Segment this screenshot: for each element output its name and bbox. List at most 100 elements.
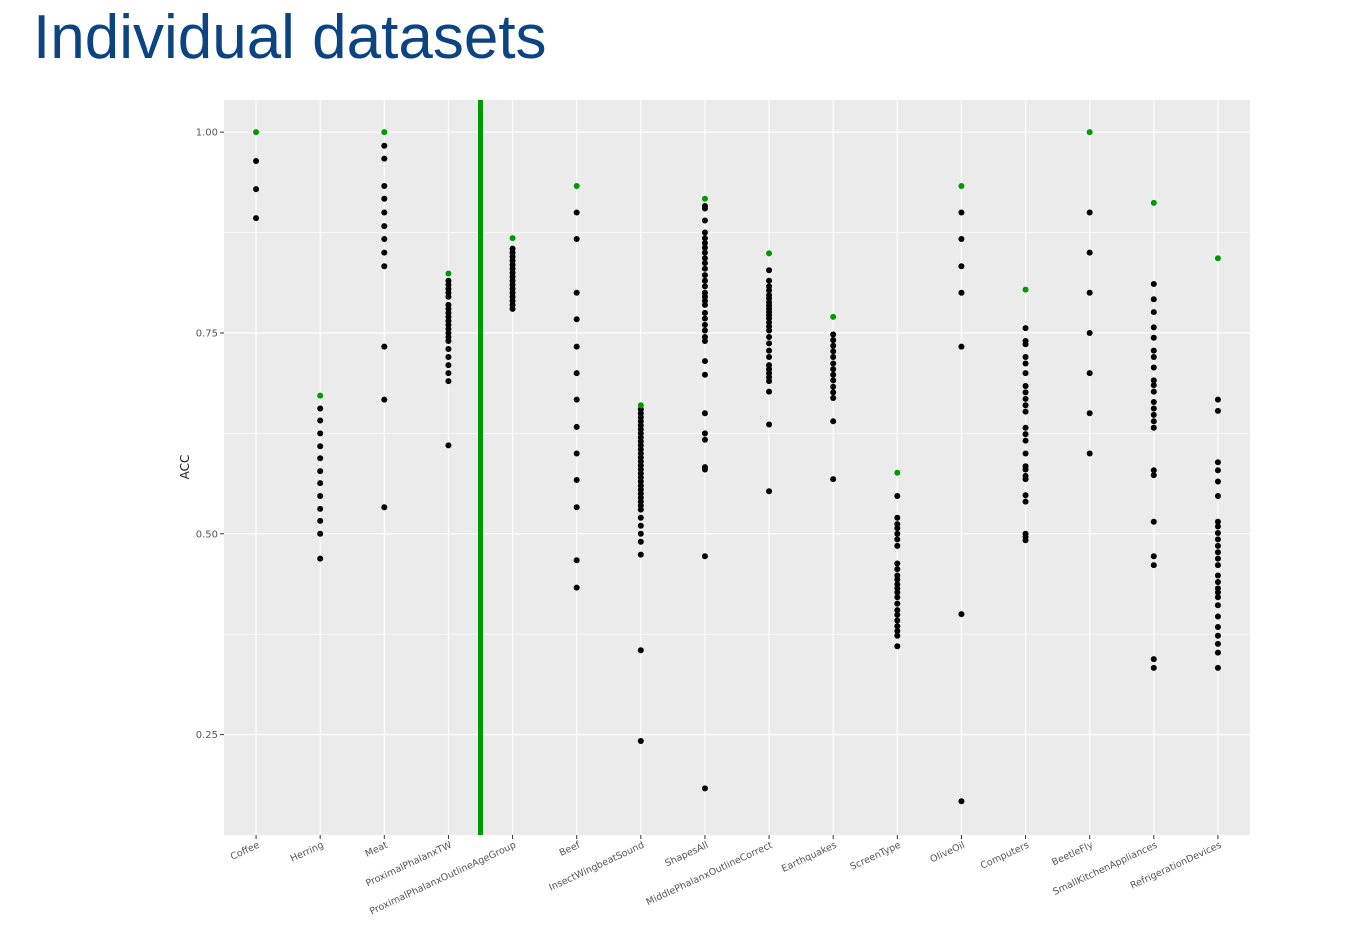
best-data-point — [381, 129, 388, 136]
data-point — [830, 337, 837, 344]
data-point — [894, 632, 901, 639]
data-point — [1214, 467, 1221, 474]
x-tick-label: Earthquakes — [780, 840, 838, 875]
data-point — [1214, 562, 1221, 569]
data-point — [1150, 280, 1157, 287]
data-point — [637, 551, 644, 558]
data-point — [958, 263, 965, 270]
best-data-point — [253, 129, 260, 136]
data-point — [1150, 656, 1157, 663]
data-point — [1150, 309, 1157, 316]
data-point — [1022, 492, 1029, 499]
data-point — [1214, 589, 1221, 596]
data-point — [381, 263, 388, 270]
data-point — [1022, 476, 1029, 483]
x-tick-label: Beef — [558, 839, 583, 858]
data-point — [701, 255, 708, 262]
data-point — [701, 217, 708, 224]
best-data-point — [701, 195, 708, 202]
data-point — [1214, 493, 1221, 500]
data-point — [701, 301, 708, 308]
data-point — [894, 566, 901, 573]
data-point — [573, 476, 580, 483]
best-data-point — [1022, 286, 1029, 293]
data-point — [1214, 640, 1221, 647]
data-point — [701, 235, 708, 242]
data-point — [894, 493, 901, 500]
data-point — [958, 798, 965, 805]
data-point — [958, 235, 965, 242]
data-point — [766, 267, 773, 274]
best-data-point — [1150, 199, 1157, 206]
data-point — [1150, 354, 1157, 361]
data-point — [701, 265, 708, 272]
data-point — [1150, 553, 1157, 560]
data-point — [1022, 341, 1029, 348]
data-point — [445, 337, 452, 344]
x-tick-label: SmallKitchenAppliances — [1051, 840, 1159, 898]
data-point — [701, 553, 708, 560]
data-point — [1214, 572, 1221, 579]
data-point — [253, 186, 260, 193]
data-point — [317, 555, 324, 562]
data-point — [317, 455, 324, 462]
data-point — [701, 321, 708, 328]
data-point — [830, 418, 837, 425]
data-point — [1150, 377, 1157, 384]
data-point — [894, 600, 901, 607]
data-point — [637, 514, 644, 521]
data-point — [894, 514, 901, 521]
best-data-point — [509, 235, 516, 242]
data-point — [1214, 594, 1221, 601]
data-point — [958, 343, 965, 350]
data-point — [830, 354, 837, 361]
data-point — [958, 209, 965, 216]
data-point — [1022, 389, 1029, 396]
data-point — [830, 389, 837, 396]
data-point — [1214, 396, 1221, 403]
data-point — [894, 576, 901, 583]
data-point — [701, 315, 708, 322]
data-point — [317, 417, 324, 424]
data-point — [701, 229, 708, 236]
data-point — [1214, 623, 1221, 630]
data-point — [1022, 354, 1029, 361]
data-point — [1214, 649, 1221, 656]
data-point — [701, 272, 708, 279]
data-point — [1214, 613, 1221, 620]
data-point — [1150, 467, 1157, 474]
data-point — [830, 395, 837, 402]
data-point — [701, 249, 708, 256]
data-point — [381, 182, 388, 189]
data-point — [509, 305, 516, 312]
data-point — [573, 343, 580, 350]
data-point — [1150, 347, 1157, 354]
data-point — [317, 443, 324, 450]
data-point — [701, 466, 708, 473]
data-point — [317, 517, 324, 524]
x-tick-label: Coffee — [229, 840, 262, 863]
data-point — [1150, 399, 1157, 406]
data-point — [381, 396, 388, 403]
data-point — [1150, 424, 1157, 431]
data-point — [766, 488, 773, 495]
x-tick-label: OliveOil — [929, 840, 967, 866]
data-point — [766, 340, 773, 347]
data-point — [1022, 395, 1029, 402]
data-point — [1086, 410, 1093, 417]
data-point — [573, 504, 580, 511]
data-point — [1150, 334, 1157, 341]
x-tick-label: BeetleFly — [1050, 840, 1095, 869]
y-tick-label: 0.50 — [196, 529, 218, 540]
data-point — [1022, 466, 1029, 473]
data-point — [701, 358, 708, 365]
data-point — [381, 343, 388, 350]
data-point — [701, 410, 708, 417]
data-point — [894, 623, 901, 630]
data-point — [894, 617, 901, 624]
data-point — [1022, 360, 1029, 367]
data-point — [1086, 370, 1093, 377]
data-point — [637, 530, 644, 537]
plot-panel — [224, 100, 1250, 835]
data-point — [445, 378, 452, 385]
